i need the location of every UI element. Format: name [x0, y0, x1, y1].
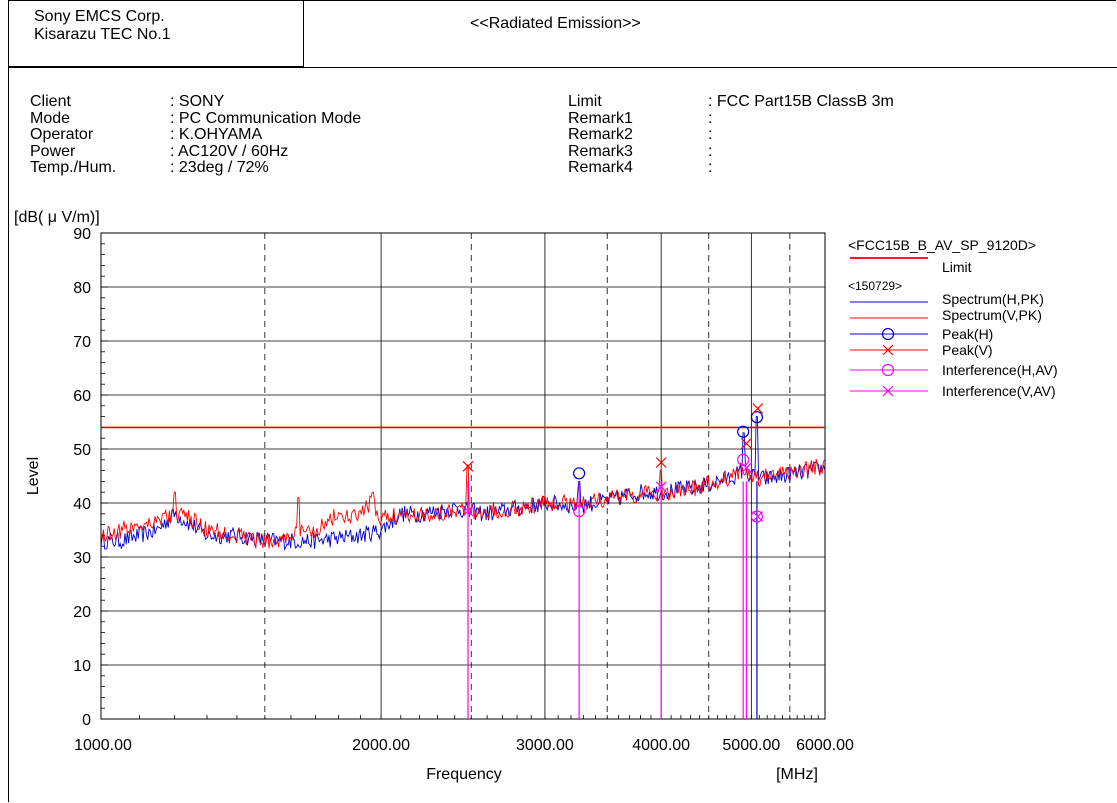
interference-v-point	[462, 505, 474, 517]
legend-item-label: Interference(H,AV)	[942, 362, 1058, 378]
interference-h-point	[737, 453, 750, 466]
y-tick-label: 10	[73, 658, 91, 675]
info-label: Power	[30, 142, 76, 160]
x-tick-label: 4000.00	[632, 737, 690, 754]
page-frame	[8, 0, 1116, 802]
remark-label: Remark3	[568, 142, 633, 160]
info-label: Temp./Hum.	[30, 159, 117, 176]
x-tick-label: 2000.00	[352, 737, 410, 754]
x-tick-label: 5000.00	[722, 737, 780, 754]
interference-v-point	[752, 511, 764, 522]
remark-label: Limit	[568, 93, 602, 110]
peak-h-point	[750, 411, 764, 424]
info-label: Mode	[30, 109, 71, 127]
info-values: : SONY : PC Communication Mode : K.OHYAM…	[170, 93, 362, 177]
peak-v-point	[741, 438, 752, 450]
y-tick-label: 30	[73, 550, 91, 567]
spectrum-v-trace	[100, 459, 825, 549]
x-tick-label: 1000.00	[74, 737, 132, 754]
remark-value: :	[708, 159, 713, 176]
legend-data-file: <150729>	[848, 279, 902, 293]
x-tick-label: 3000.00	[516, 737, 574, 754]
remark-values: : FCC Part15B ClassB 3m : : : :	[708, 93, 894, 177]
plot-area	[100, 232, 826, 720]
remark-label: Remark1	[568, 109, 633, 127]
interference-v-point-stroke	[741, 462, 752, 474]
x-axis-label: Frequency	[426, 766, 502, 783]
remark-label: Remark4	[568, 159, 633, 176]
peak-v-point	[655, 457, 667, 468]
company-box: Sony EMCS Corp. Kisarazu TEC No.1	[8, 0, 304, 67]
remark-value: :	[708, 126, 713, 143]
spectrum-h-trace	[100, 416, 826, 551]
info-value: : 23deg / 72%	[170, 159, 269, 176]
y-tick-label: 50	[73, 442, 91, 459]
info-value: : PC Communication Mode	[170, 109, 362, 127]
x-axis-unit: [MHz]	[776, 766, 818, 783]
interference-v-point-stroke	[655, 481, 667, 493]
legend-item-label: Peak(H)	[942, 326, 993, 342]
report-title: <<Radiated Emission>>	[470, 15, 641, 32]
y-tick-label: 0	[82, 712, 91, 729]
legend-item-label: Interference(V,AV)	[942, 383, 1056, 399]
legend-cross-marker-stroke	[882, 344, 894, 356]
legend-cross-marker-stroke	[882, 385, 894, 397]
company-site: Kisarazu TEC No.1	[34, 26, 171, 43]
legend-item-label: Spectrum(V,PK)	[942, 307, 1042, 323]
interference-v-point-stroke	[462, 505, 474, 517]
y-tick-label: 70	[73, 334, 91, 351]
x-tick-label: 6000.00	[796, 737, 854, 754]
remark-label: Remark2	[568, 126, 633, 143]
remark-value: : FCC Part15B ClassB 3m	[708, 93, 894, 110]
y-tick-label: 60	[73, 388, 91, 405]
legend-item-label: Spectrum(H,PK)	[942, 291, 1044, 307]
remark-value: :	[708, 142, 713, 160]
peak-v-point	[752, 403, 764, 414]
interference-v-point	[741, 462, 752, 474]
remark-labels: Limit Remark1 Remark2 Remark3 Remark4	[568, 93, 633, 177]
remark-value: :	[708, 109, 713, 127]
peak-v-point-stroke	[462, 460, 474, 472]
legend-cross-marker	[882, 385, 894, 397]
peak-h-point	[573, 467, 586, 480]
info-value: : AC120V / 60Hz	[170, 142, 289, 160]
legend-circle-marker	[881, 327, 895, 341]
y-axis-unit: [dB( μ V/m)]	[14, 209, 100, 226]
header-divider	[8, 67, 1117, 68]
info-label: Client	[30, 93, 71, 110]
company-name: Sony EMCS Corp.	[34, 8, 165, 25]
interference-h-point	[573, 505, 586, 518]
y-tick-label: 40	[73, 496, 91, 513]
y-axis-label: Level	[25, 457, 42, 495]
info-label: Operator	[30, 126, 94, 143]
y-tick-label: 80	[73, 280, 91, 297]
legend-limit-label: Limit	[942, 259, 972, 275]
info-value: : K.OHYAMA	[170, 126, 263, 143]
y-tick-label: 90	[73, 226, 91, 243]
legend-limit-file: <FCC15B_B_AV_SP_9120D>	[848, 237, 1036, 253]
peak-v-point	[462, 460, 474, 472]
legend-cross-marker	[882, 344, 894, 356]
legend-item-label: Peak(V)	[942, 342, 993, 358]
interference-v-point	[655, 481, 667, 493]
info-value: : SONY	[170, 93, 225, 110]
interference-h-point	[750, 510, 764, 523]
peak-v-point-stroke	[655, 457, 667, 468]
peak-v-point-stroke	[741, 438, 752, 450]
peak-h-point	[737, 425, 750, 438]
y-tick-label: 20	[73, 604, 91, 621]
info-labels: Client Mode Operator Power Temp./Hum.	[30, 93, 117, 177]
peak-v-point-stroke	[752, 403, 764, 414]
legend-circle-marker	[881, 363, 895, 377]
interference-v-point-stroke	[752, 511, 764, 522]
